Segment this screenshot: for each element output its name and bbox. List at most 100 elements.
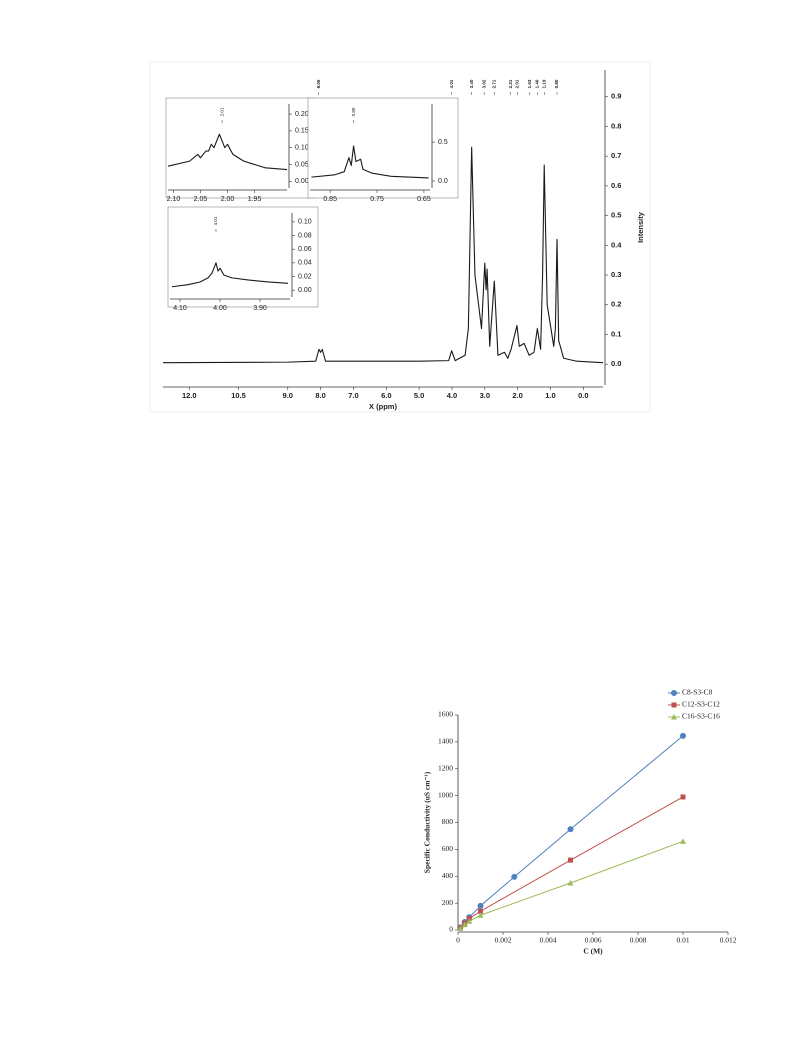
y-tick-label: 0.5 (438, 139, 448, 146)
peak-label: 3.40 (469, 79, 474, 88)
y-tick-label: 0.00 (295, 178, 309, 185)
peak-label: 1.19 (541, 79, 546, 88)
x-axis-label: X (ppm) (369, 402, 397, 411)
x-tick-label: 10.5 (231, 391, 246, 400)
chart: 0 0.002 0.004 0.006 0.008 0.01 0.012 0 200 400 600… (423, 688, 737, 956)
y-tick-label: 0 (449, 925, 453, 934)
x-tick-label: 0.002 (495, 936, 512, 945)
x-tick-label: 2.05 (194, 196, 208, 203)
x-tick-label: 2.10 (167, 196, 181, 203)
x-tick-label: 4.00 (213, 305, 227, 312)
peak-label: 4.01 (213, 216, 218, 225)
x-tick-label: 2.00 (221, 196, 235, 203)
data-point (680, 794, 686, 800)
peak-label: 3.02 (481, 79, 486, 88)
x-tick-label: 4.0 (447, 391, 457, 400)
data-line (162, 146, 604, 364)
x-tick-label: 3.90 (253, 305, 267, 312)
x-tick-label: 5.0 (414, 391, 424, 400)
data-point (567, 826, 574, 833)
data-point (568, 857, 573, 863)
y-tick-label: 0.15 (295, 128, 309, 135)
x-tick-label: 2.0 (512, 391, 522, 400)
data-point (457, 925, 464, 931)
y-tick-label: 0.04 (298, 260, 312, 267)
x-tick-label: 0.75 (370, 196, 384, 203)
x-tick-label: 6.0 (381, 391, 391, 400)
peak-label: 0.80 (554, 79, 559, 88)
legend-label: C8-S3-C8 (682, 688, 713, 697)
x-tick-label: 0.65 (417, 196, 431, 203)
chart: 0.85 0.75 0.65 0.0 0.5 0.80 (307, 97, 459, 203)
data-line (311, 145, 429, 179)
x-axis-label: C (M) (583, 947, 603, 956)
x-tick-label: 0.85 (323, 196, 337, 203)
y-tick-label: 0.5 (611, 211, 621, 220)
x-tick-label: 0.0 (578, 391, 588, 400)
peak-label: 2.01 (514, 79, 519, 88)
y-axis-label: Specific Conductivity (uS cm⁻¹) (423, 771, 432, 873)
x-tick-label: 9.0 (283, 391, 293, 400)
peak-label: 1.40 (535, 79, 540, 88)
data-point (477, 902, 484, 909)
legend-marker (671, 690, 677, 696)
chart: 12.0 10.5 9.0 8.0 7.0 6.0 5.0 4.0 3.0 2.0 1.0 0.00.… (162, 70, 645, 411)
legend-label: C16-S3-C16 (682, 712, 720, 721)
x-tick-label: 4.10 (173, 305, 187, 312)
y-tick-label: 0.4 (611, 240, 622, 249)
x-tick-label: 0 (456, 936, 460, 945)
peak-label: 1.63 (527, 79, 532, 88)
y-tick-label: 400 (442, 871, 454, 880)
inset-frame (307, 97, 459, 199)
y-tick-label: 0.05 (295, 161, 309, 168)
x-tick-label: 0.006 (585, 936, 602, 945)
y-tick-label: 0.02 (298, 273, 312, 280)
x-tick-label: 0.01 (676, 936, 689, 945)
y-tick-label: 0.08 (298, 232, 312, 239)
data-point (461, 921, 468, 928)
y-tick-label: 0.7 (611, 151, 621, 160)
y-tick-label: 1200 (438, 763, 453, 772)
y-tick-label: 0.1 (611, 329, 621, 338)
y-tick-label: 0.0 (438, 178, 448, 185)
x-tick-label: 0.008 (630, 936, 647, 945)
data-point (511, 873, 518, 880)
chart: 4.10 4.00 3.90 0.00 0.02 0.04 0.06 0.08 0.10 4.01 (167, 206, 319, 312)
y-tick-label: 0.10 (298, 219, 312, 226)
x-tick-label: 0.004 (540, 936, 557, 945)
y-tick-label: 0.9 (611, 92, 621, 101)
y-tick-label: 0.8 (611, 121, 621, 130)
x-tick-label: 12.0 (182, 391, 197, 400)
legend-marker (671, 714, 677, 720)
peak-label: 4.01 (449, 79, 454, 88)
x-tick-label: 0.012 (720, 936, 737, 945)
y-tick-label: 0.0 (611, 359, 621, 368)
peak-label: 2.21 (508, 79, 513, 88)
data-line (167, 133, 288, 171)
data-point (478, 908, 483, 914)
y-tick-label: 1000 (438, 790, 453, 799)
peak-label: 2.71 (492, 79, 497, 88)
y-tick-label: 1600 (438, 710, 453, 719)
x-tick-label: 7.0 (348, 391, 358, 400)
x-tick-label: 1.95 (248, 196, 262, 203)
data-point (477, 912, 484, 918)
y-tick-label: 0.2 (611, 300, 621, 309)
y-tick-label: 800 (442, 817, 454, 826)
y-tick-label: 0.3 (611, 270, 621, 279)
y-tick-label: 0.6 (611, 181, 621, 190)
legend-label: C12-S3-C12 (682, 700, 720, 709)
x-tick-label: 8.0 (315, 391, 325, 400)
y-axis-label: Intensity (636, 211, 645, 243)
inset-frame (167, 206, 319, 308)
peak-label: 0.80 (351, 107, 356, 116)
data-line (171, 262, 289, 288)
x-tick-label: 3.0 (480, 391, 490, 400)
inset-frame (165, 97, 316, 199)
data-point (567, 879, 574, 886)
data-point (466, 918, 473, 924)
y-tick-label: 200 (442, 898, 454, 907)
peak-label: 8.06 (316, 79, 321, 88)
y-tick-label: 0.10 (295, 145, 309, 152)
